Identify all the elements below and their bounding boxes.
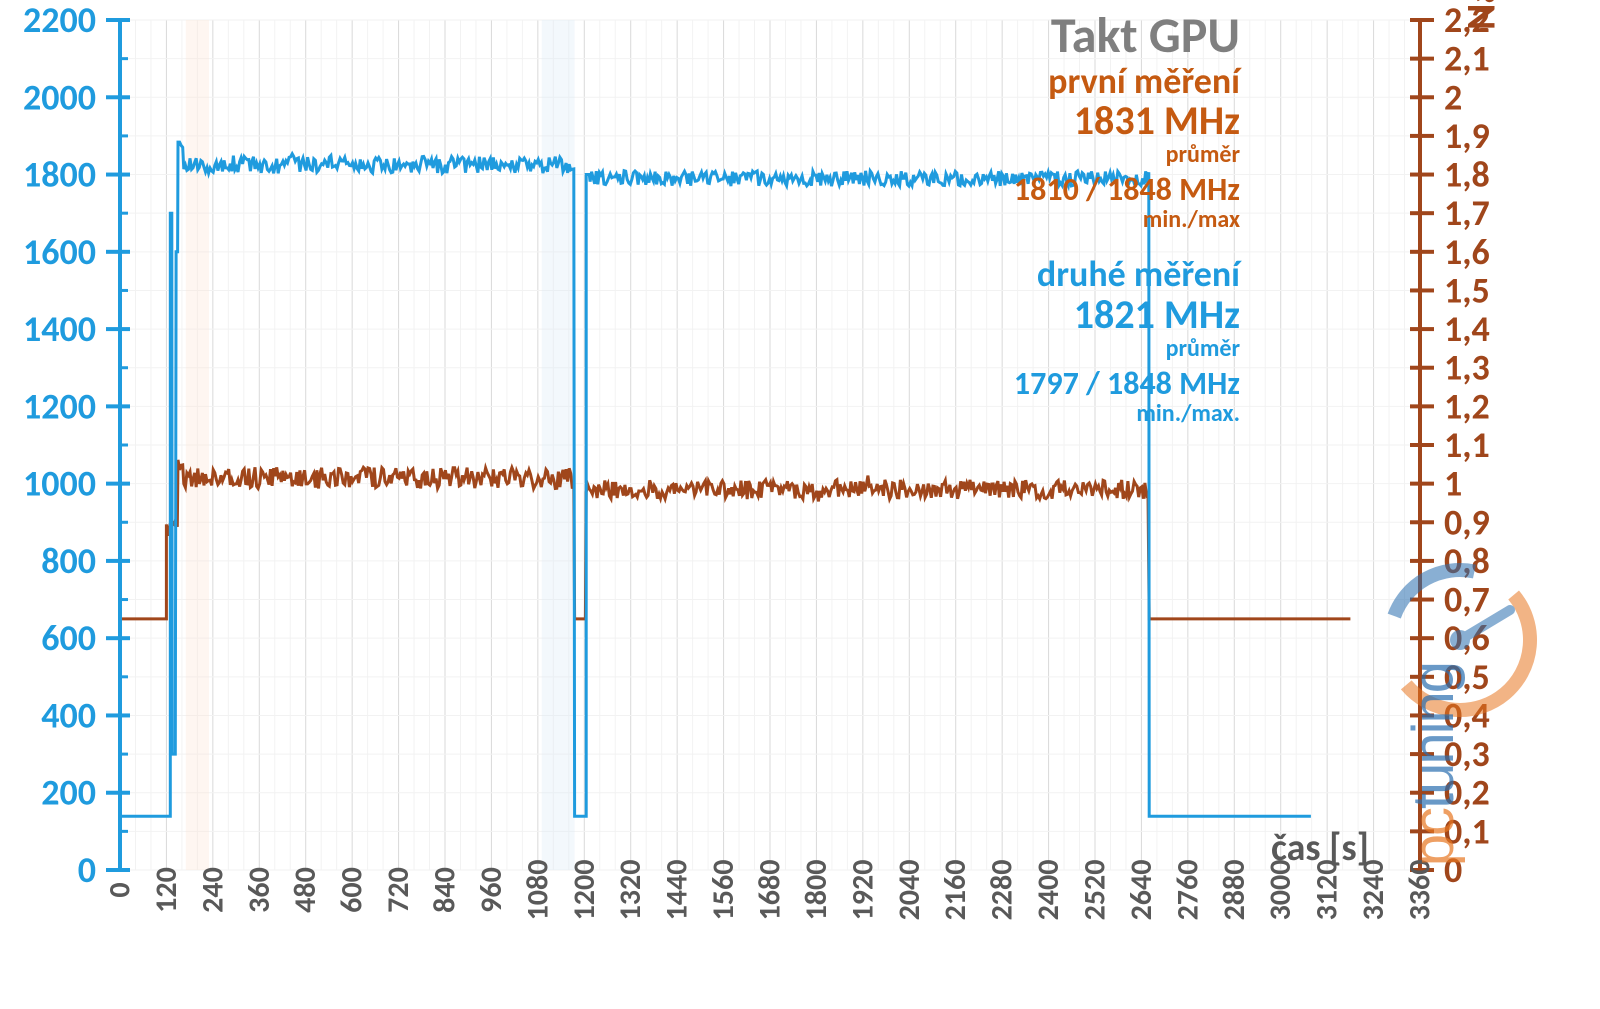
y-left-tick-label: 600 [41,616,96,660]
run1-avg: 1831 MHz [1014,100,1240,142]
y-left-tick-label: 1600 [23,230,96,274]
y-right-tick-label: 2,1 [1444,37,1490,81]
x-tick-label: 1800 [798,860,835,921]
y-right-axis-title: Napětí GPU [V] [1457,0,1506,30]
watermark-tuning: tuning [1401,663,1466,809]
run2-heading: druhé měření [1014,256,1240,294]
x-tick-label: 480 [287,867,324,913]
y-right-tick-label: 2 [1444,75,1462,119]
y-left-tick-label: 2000 [23,75,96,119]
y-right-tick-label: 1,3 [1444,346,1490,390]
x-tick-label: 2040 [891,860,928,921]
y-left-tick-label: 800 [41,539,96,583]
y-right-tick-label: 1,6 [1444,230,1490,274]
x-tick-label: 360 [241,867,278,913]
y-right-tick-label: 0,9 [1444,500,1490,544]
x-tick-label: 1320 [612,860,649,921]
x-axis: 0 120240 360480 600720 8409601080 12001320 144… [102,860,1439,921]
y-left-tick-label: 1200 [23,384,96,428]
run2-avg: 1821 MHz [1014,294,1240,336]
y-right-tick-label: 1 [1444,462,1462,506]
chart-title: Takt GPU [1014,10,1240,63]
y-left-tick-label: 0 [78,848,96,892]
title-block: Takt GPU první měření 1831 MHz průměr 18… [1014,10,1240,426]
watermark-pc: pc [1401,809,1466,866]
y-right-tick-label: 1,4 [1444,307,1490,351]
x-tick-label: 3360 [1402,860,1439,921]
run1-heading: první měření [1014,63,1240,101]
x-tick-label: 1680 [752,860,789,921]
x-tick-label: 2280 [984,860,1021,921]
y-left-tick-label: 400 [41,693,96,737]
y-left-tick-label: 200 [41,771,96,815]
x-tick-label: 240 [194,867,231,913]
y-left-tick-label: 1000 [23,462,96,506]
x-tick-label: 120 [148,867,185,913]
run1-minmax: 1810 / 1848 MHz [1014,173,1240,207]
y-axis-left: 0 200 400 600 800 1000 1200 1400 1600 1800 2000 220… [23,0,130,892]
run2-avg-label: průměr [1014,336,1240,361]
x-tick-label: 2160 [937,860,974,921]
x-tick-label: 2520 [1077,860,1114,921]
highlight-band [542,20,575,870]
y-right-tick-label: 1,1 [1444,423,1490,467]
y-right-tick-label: 1,8 [1444,153,1490,197]
x-tick-label: 0 [102,882,139,897]
highlight-band [186,20,209,870]
x-tick-label: 1080 [519,860,556,921]
run2-minmax-label: min./max. [1014,401,1240,426]
run1-avg-label: průměr [1014,142,1240,167]
y-left-tick-label: 2200 [23,0,96,42]
x-tick-label: 1200 [566,860,603,921]
watermark-logo: pctuning [1400,663,1467,866]
x-tick-label: 1920 [844,860,881,921]
x-tick-label: 2640 [1123,860,1160,921]
run1-minmax-label: min./max [1014,207,1240,232]
y-right-tick-label: 1,9 [1444,114,1490,158]
x-tick-label: 960 [473,867,510,913]
x-tick-label: 2400 [1030,860,1067,921]
run2-minmax: 1797 / 1848 MHz [1014,367,1240,401]
x-tick-label: 840 [427,867,464,913]
x-tick-label: 1440 [659,860,696,921]
y-left-tick-label: 1800 [23,153,96,197]
x-tick-label: 2880 [1216,860,1253,921]
y-right-tick-label: 1,5 [1444,268,1490,312]
x-tick-label: 720 [380,867,417,913]
y-left-tick-label: 1400 [23,307,96,351]
x-tick-label: 2760 [1169,860,1206,921]
x-axis-title: čas [s] [1271,825,1369,871]
x-tick-label: 600 [334,867,371,913]
y-right-tick-label: 1,7 [1444,191,1490,235]
x-tick-label: 1560 [705,860,742,921]
y-right-tick-label: 1,2 [1444,384,1490,428]
